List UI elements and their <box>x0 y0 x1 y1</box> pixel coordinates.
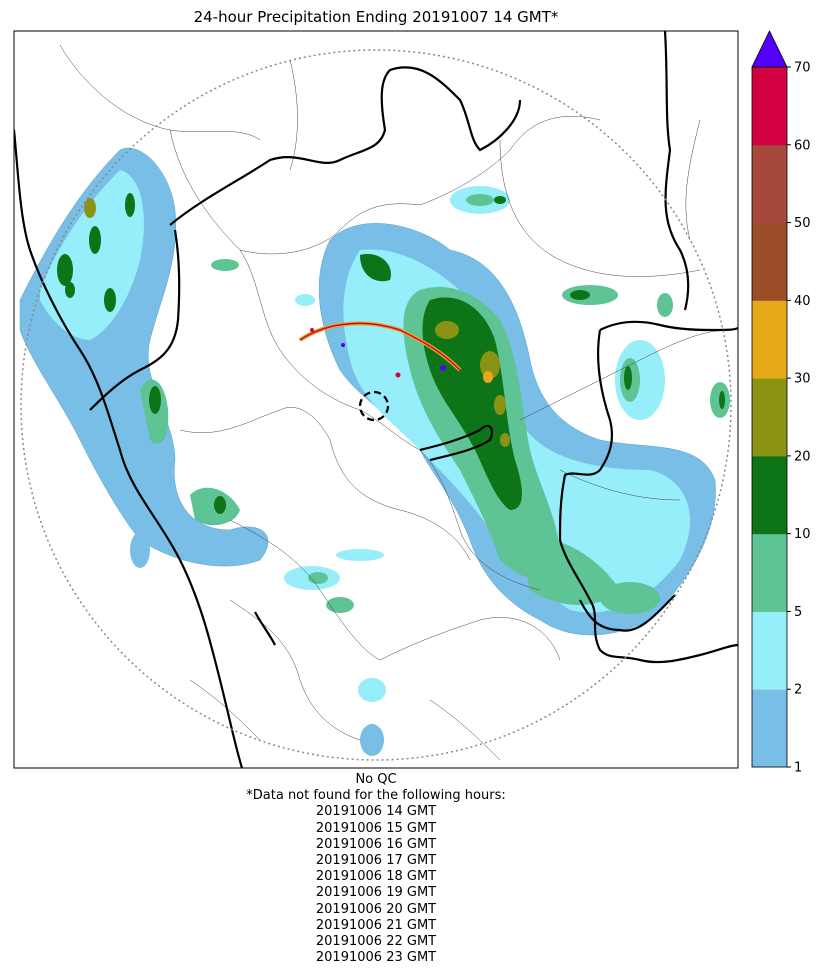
footer-notes: No QC *Data not found for the following … <box>14 772 738 966</box>
precipitation-field <box>19 147 730 756</box>
map-title: 24-hour Precipitation Ending 20191007 14… <box>193 8 559 26</box>
colorbar-segment <box>752 67 787 146</box>
map-frame <box>13 30 739 769</box>
colorbar-tick-label: 10 <box>794 527 811 542</box>
colorbar-segment <box>752 300 787 379</box>
colorbar-tick-label: 1 <box>794 761 802 776</box>
missing-data-note: *Data not found for the following hours: <box>246 788 506 804</box>
missing-hour-item: 20191006 19 GMT <box>315 885 437 901</box>
colorbar-tick-label: 60 <box>794 138 811 153</box>
missing-hour-item: 20191006 21 GMT <box>315 917 437 933</box>
colorbar-tick-label: 5 <box>794 605 802 620</box>
colorbar-segment <box>752 378 787 457</box>
qc-note: No QC <box>355 772 397 787</box>
colorbar-tick-label: 70 <box>794 61 811 76</box>
colorbar-tick-label: 50 <box>794 216 811 231</box>
missing-hour-item: 20191006 14 GMT <box>315 804 437 820</box>
colorbar-segment <box>752 455 787 535</box>
colorbar: 1 2 5 10 20 30 40 50 60 70 <box>751 30 811 776</box>
colorbar-tick-label: 2 <box>794 683 802 698</box>
missing-hours-list: 20191006 14 GMT 20191006 15 GMT 20191006 1… <box>14 804 738 966</box>
radar-site-marker <box>358 390 390 422</box>
colorbar-segment <box>752 611 787 690</box>
colorbar-frame <box>751 66 788 768</box>
colorbar-segment <box>752 533 787 612</box>
map-area <box>14 31 738 768</box>
colorbar-tick-label: 40 <box>794 294 811 309</box>
colorbar-tick-label: 20 <box>794 449 811 464</box>
radar-range-ring <box>20 49 732 761</box>
state-boundaries <box>14 31 738 768</box>
missing-hour-item: 20191006 17 GMT <box>315 853 437 869</box>
district-boundaries <box>59 44 731 761</box>
colorbar-segment <box>752 222 787 301</box>
colorbar-tick-label: 30 <box>794 372 811 387</box>
missing-hour-item: 20191006 23 GMT <box>315 950 437 966</box>
missing-hour-item: 20191006 20 GMT <box>315 901 437 917</box>
precipitation-map-figure: 1 2 5 10 20 30 40 50 60 70 <box>13 30 811 776</box>
colorbar-segment <box>752 689 787 768</box>
missing-hour-item: 20191006 22 GMT <box>315 934 437 950</box>
colorbar-extend-arrow <box>751 30 788 68</box>
colorbar-segment <box>752 144 787 224</box>
missing-hour-item: 20191006 15 GMT <box>315 820 437 836</box>
missing-hour-item: 20191006 16 GMT <box>315 836 437 852</box>
missing-hour-item: 20191006 18 GMT <box>315 869 437 885</box>
